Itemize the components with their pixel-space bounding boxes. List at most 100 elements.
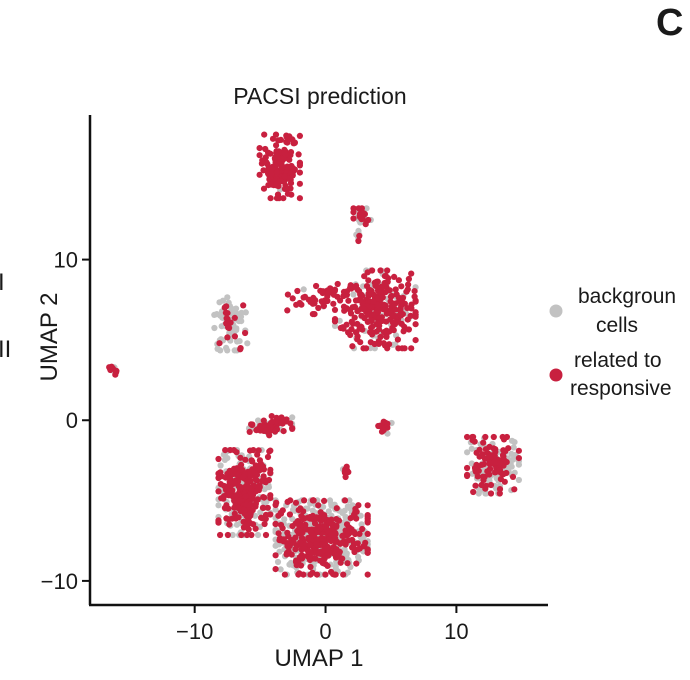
point-responsive (364, 530, 371, 538)
point-responsive (226, 488, 233, 495)
point-responsive (333, 505, 340, 512)
point-responsive (408, 305, 415, 312)
point-background (510, 444, 517, 451)
point-responsive (265, 476, 273, 484)
point-responsive (273, 169, 280, 176)
point-responsive (231, 314, 238, 321)
point-responsive (404, 316, 411, 323)
point-responsive (284, 190, 291, 197)
point-responsive (337, 297, 344, 304)
point-background (468, 445, 475, 452)
point-responsive (384, 267, 391, 274)
point-responsive (243, 531, 251, 539)
point-background (464, 449, 471, 456)
point-responsive (280, 195, 287, 202)
point-responsive (268, 413, 275, 420)
point-responsive (358, 216, 365, 223)
point-responsive (289, 425, 296, 432)
point-responsive (300, 516, 307, 523)
point-responsive (352, 283, 359, 291)
point-responsive (331, 318, 339, 325)
point-responsive (299, 529, 306, 536)
point-responsive (350, 205, 357, 212)
point-background (339, 509, 346, 516)
point-responsive (218, 495, 225, 502)
point-responsive (377, 267, 384, 274)
point-background (358, 521, 365, 528)
point-responsive (268, 170, 275, 178)
point-responsive (490, 445, 497, 452)
point-background (238, 309, 245, 316)
point-responsive (307, 563, 314, 571)
point-responsive (264, 453, 272, 461)
point-responsive (337, 559, 344, 566)
point-responsive (345, 329, 352, 336)
point-responsive (380, 301, 388, 308)
point-responsive (328, 568, 335, 576)
point-responsive (331, 286, 339, 293)
point-responsive (383, 318, 390, 325)
point-responsive (365, 277, 372, 284)
point-background (229, 531, 236, 539)
point-responsive (377, 333, 384, 340)
point-responsive (369, 267, 376, 274)
point-responsive (358, 209, 365, 217)
point-background (276, 548, 283, 555)
point-responsive (268, 181, 275, 188)
point-responsive (215, 455, 222, 463)
point-responsive (330, 291, 337, 298)
point-responsive (335, 551, 342, 559)
point-responsive (334, 280, 341, 288)
point-responsive (233, 471, 240, 479)
point-responsive (249, 421, 256, 428)
point-responsive (319, 289, 326, 297)
point-responsive (278, 418, 285, 425)
point-responsive (313, 541, 320, 548)
point-responsive (369, 331, 376, 338)
point-responsive (246, 520, 253, 527)
point-responsive (265, 149, 272, 156)
point-responsive (254, 496, 261, 503)
point-responsive (271, 155, 278, 162)
point-responsive (233, 492, 240, 499)
point-responsive (480, 439, 487, 446)
point-responsive (315, 304, 322, 312)
legend: backgroun cells related to responsive (549, 285, 676, 400)
point-responsive (246, 428, 253, 435)
point-responsive (284, 543, 291, 550)
point-responsive (235, 504, 242, 511)
point-responsive (269, 135, 277, 142)
point-responsive (259, 504, 266, 511)
point-responsive (237, 454, 244, 461)
point-responsive (280, 428, 287, 435)
point-responsive (281, 571, 288, 578)
point-responsive (505, 445, 512, 452)
point-responsive (292, 520, 299, 527)
point-background (274, 558, 282, 566)
point-responsive (215, 519, 222, 526)
point-responsive (324, 562, 331, 570)
point-responsive (244, 479, 251, 486)
point-responsive (264, 504, 271, 511)
point-background (254, 531, 262, 539)
point-responsive (279, 164, 286, 171)
point-responsive (490, 433, 497, 441)
point-responsive (399, 295, 406, 302)
point-background (511, 439, 518, 446)
point-responsive (285, 548, 292, 555)
point-responsive (312, 520, 319, 527)
point-background (211, 324, 218, 332)
point-responsive (350, 528, 358, 536)
point-responsive (255, 447, 262, 454)
point-responsive (351, 511, 358, 518)
point-responsive (290, 539, 297, 546)
point-responsive (242, 456, 249, 463)
point-responsive (299, 555, 306, 562)
y-axis-label: UMAP 2 (36, 293, 63, 382)
point-responsive (321, 497, 328, 504)
point-responsive (357, 291, 364, 298)
point-responsive (217, 531, 224, 539)
point-responsive (349, 343, 356, 350)
point-responsive (225, 323, 232, 330)
point-responsive (236, 497, 243, 504)
